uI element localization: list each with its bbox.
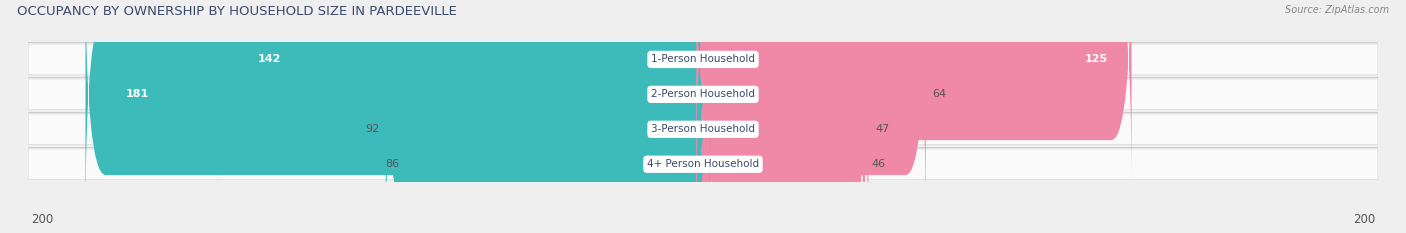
Text: 2-Person Household: 2-Person Household	[651, 89, 755, 99]
Text: 142: 142	[257, 55, 281, 64]
FancyBboxPatch shape	[217, 0, 710, 188]
FancyBboxPatch shape	[696, 0, 1132, 188]
Text: 86: 86	[385, 159, 399, 169]
Text: 181: 181	[127, 89, 149, 99]
Text: 64: 64	[932, 89, 946, 99]
FancyBboxPatch shape	[406, 35, 710, 233]
Text: 47: 47	[875, 124, 890, 134]
Text: 200: 200	[31, 213, 53, 226]
FancyBboxPatch shape	[696, 0, 925, 223]
Text: 125: 125	[1085, 55, 1108, 64]
Text: 92: 92	[364, 124, 380, 134]
FancyBboxPatch shape	[28, 114, 1378, 145]
FancyBboxPatch shape	[86, 0, 710, 223]
FancyBboxPatch shape	[28, 79, 1378, 110]
Text: 200: 200	[1353, 213, 1375, 226]
FancyBboxPatch shape	[696, 35, 865, 233]
FancyBboxPatch shape	[385, 0, 710, 233]
Text: 46: 46	[872, 159, 886, 169]
Text: OCCUPANCY BY OWNERSHIP BY HOUSEHOLD SIZE IN PARDEEVILLE: OCCUPANCY BY OWNERSHIP BY HOUSEHOLD SIZE…	[17, 5, 457, 18]
FancyBboxPatch shape	[696, 0, 869, 233]
FancyBboxPatch shape	[28, 149, 1378, 180]
Text: 3-Person Household: 3-Person Household	[651, 124, 755, 134]
Text: 1-Person Household: 1-Person Household	[651, 55, 755, 64]
FancyBboxPatch shape	[28, 44, 1378, 75]
Text: Source: ZipAtlas.com: Source: ZipAtlas.com	[1285, 5, 1389, 15]
Text: 4+ Person Household: 4+ Person Household	[647, 159, 759, 169]
